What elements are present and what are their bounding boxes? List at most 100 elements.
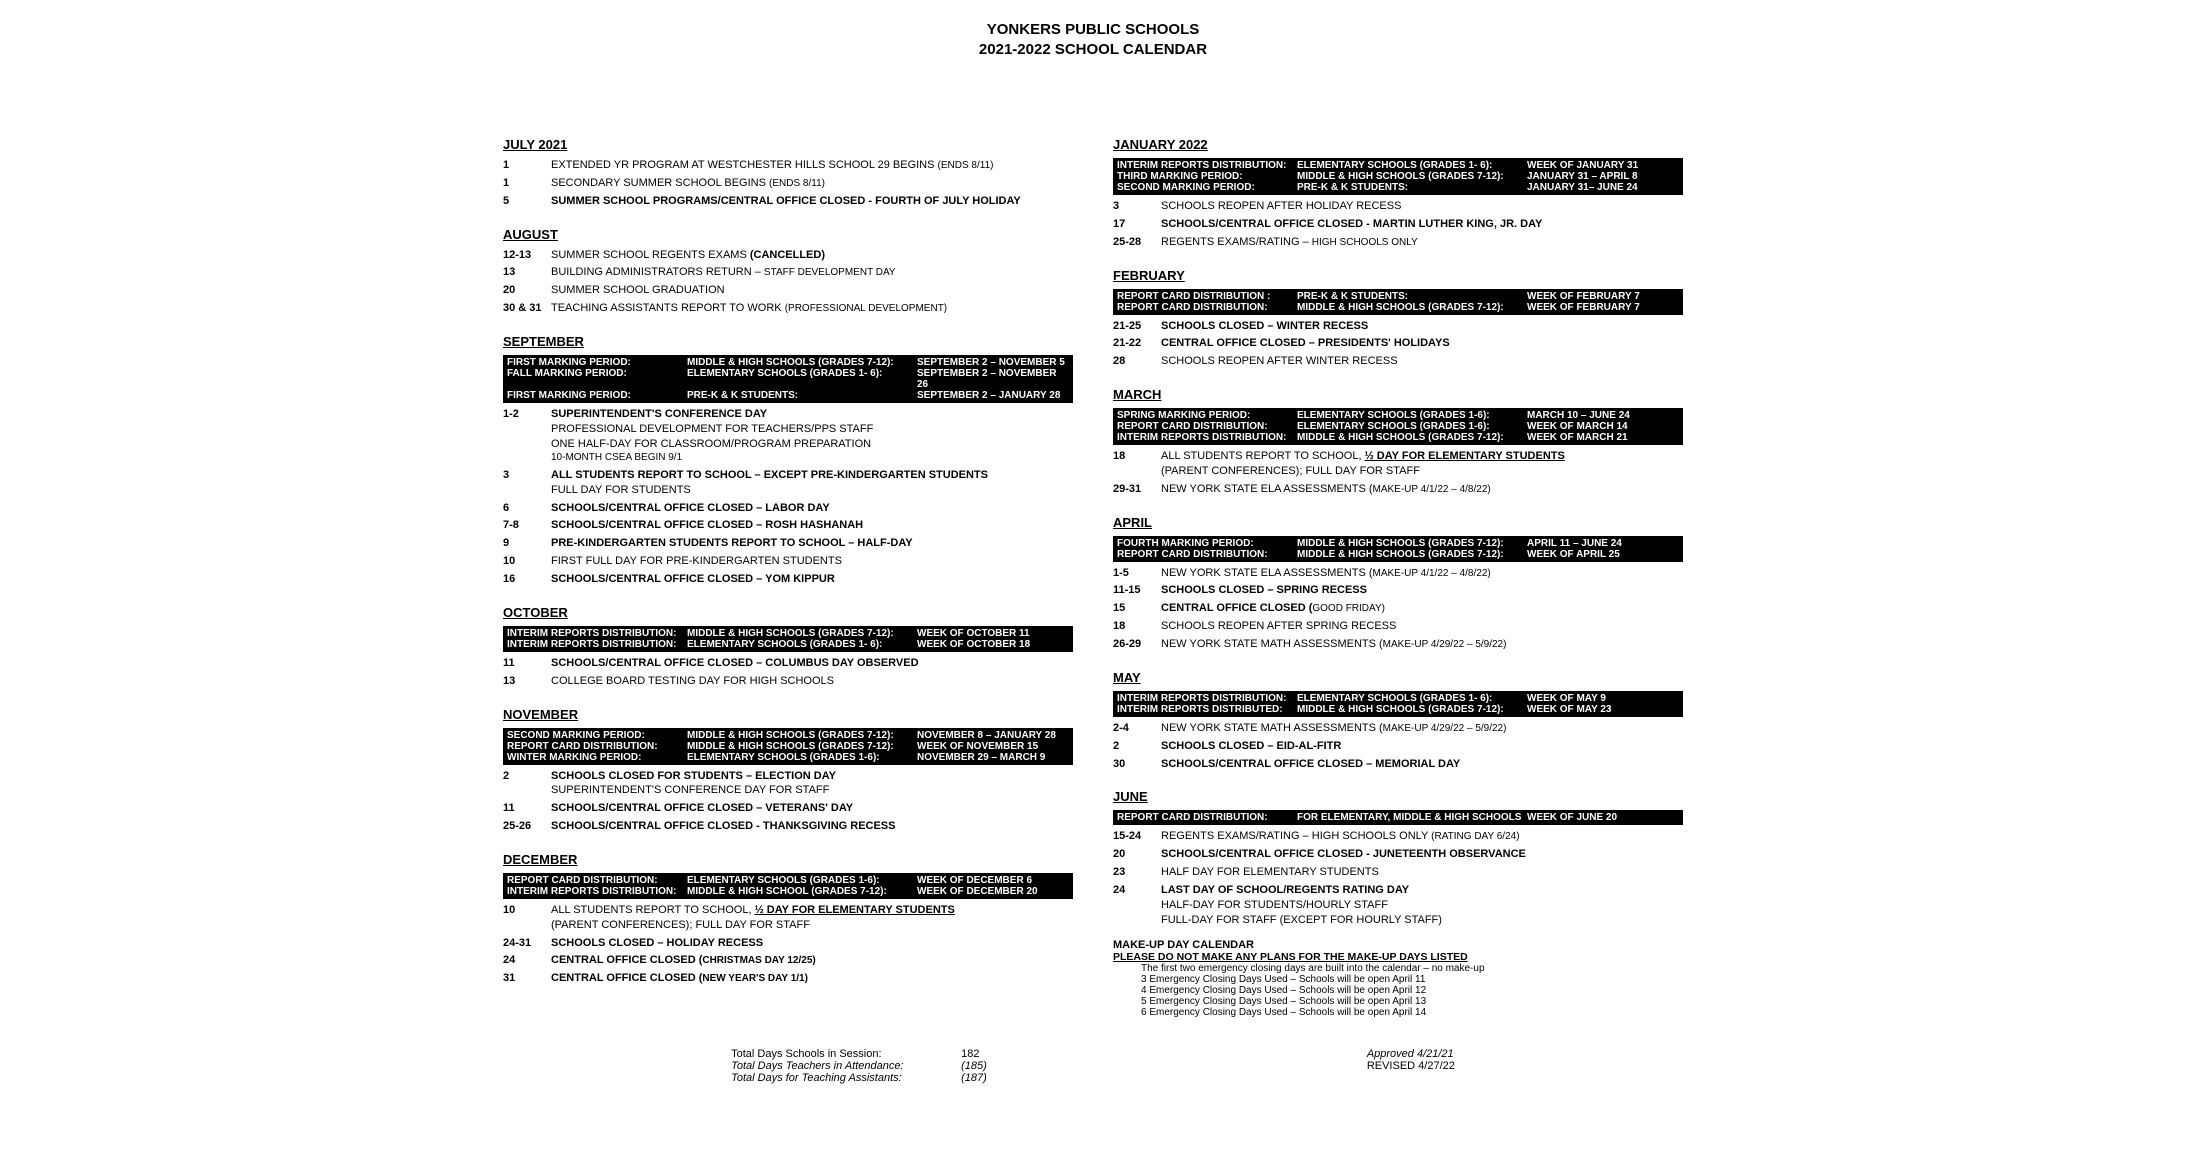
event-row: 2SCHOOLS CLOSED – EID-AL-FITR [1113,739,1683,754]
info-col-2: MIDDLE & HIGH SCHOOLS (GRADES 7-12): [687,628,917,639]
makeup-block: MAKE-UP DAY CALENDARPLEASE DO NOT MAKE A… [1113,939,1683,1018]
event-text: HALF DAY FOR ELEMENTARY STUDENTS [1161,865,1683,880]
event-date: 18 [1113,619,1161,634]
info-bar: INTERIM REPORTS DISTRIBUTION:MIDDLE & HI… [503,626,1073,652]
info-row: REPORT CARD DISTRIBUTION:MIDDLE & HIGH S… [1117,549,1679,560]
info-col-1: REPORT CARD DISTRIBUTION: [507,875,687,886]
info-row: REPORT CARD DISTRIBUTION:ELEMENTARY SCHO… [1117,421,1679,432]
left-column: JULY 20211EXTENDED YR PROGRAM AT WESTCHE… [503,119,1073,1018]
event-date: 20 [503,283,551,298]
event-part: SCHOOLS REOPEN AFTER SPRING RECESS [1161,620,1396,632]
event-date: 31 [503,971,551,986]
event-row: 6SCHOOLS/CENTRAL OFFICE CLOSED – LABOR D… [503,501,1073,516]
footer-label: Total Days Schools in Session: [731,1048,961,1060]
event-row: 20SUMMER SCHOOL GRADUATION [503,283,1073,298]
info-row: INTERIM REPORTS DISTRIBUTION:MIDDLE & HI… [507,886,1069,897]
info-col-3: WEEK OF MARCH 21 [1527,432,1679,443]
event-part: STAFF DEVELOPMENT DAY [764,267,896,278]
info-row: INTERIM REPORTS DISTRIBUTION:ELEMENTARY … [1117,160,1679,171]
info-col-1: INTERIM REPORTS DISTRIBUTION: [1117,432,1297,443]
event-part: ½ DAY FOR ELEMENTARY STUDENTS [755,904,955,916]
footer: Total Days Schools in Session:182Total D… [0,1048,2186,1084]
info-bar: FOURTH MARKING PERIOD:MIDDLE & HIGH SCHO… [1113,536,1683,562]
month-title: JULY 2021 [503,137,1073,152]
info-col-3: JANUARY 31 – APRIL 8 [1527,171,1679,182]
info-col-3: JANUARY 31– JUNE 24 [1527,182,1679,193]
header-line-1: YONKERS PUBLIC SCHOOLS [0,20,2186,40]
event-date: 30 [1113,757,1161,772]
makeup-title: MAKE-UP DAY CALENDAR [1113,939,1683,951]
footer-total-row: Total Days Schools in Session:182 [731,1048,987,1060]
event-part: FIRST FULL DAY FOR PRE-KINDERGARTEN STUD… [551,555,842,567]
event-part: (RATING DAY 6/24) [1431,831,1519,842]
info-col-3: WEEK OF MAY 9 [1527,693,1679,704]
event-date: 10 [503,554,551,569]
event-part: SCHOOLS/CENTRAL OFFICE CLOSED – MEMORIAL… [1161,758,1460,770]
event-date: 9 [503,536,551,551]
info-row: FIRST MARKING PERIOD:PRE-K & K STUDENTS:… [507,390,1069,401]
event-part: ½ DAY FOR ELEMENTARY STUDENTS [1365,450,1565,462]
info-row: INTERIM REPORTS DISTRIBUTION:ELEMENTARY … [507,639,1069,650]
event-text: SCHOOLS/CENTRAL OFFICE CLOSED - MARTIN L… [1161,217,1683,232]
event-part: ALL STUDENTS REPORT TO SCHOOL, [551,904,755,916]
event-part: SUMMER SCHOOL GRADUATION [551,284,725,296]
event-part: ONE HALF-DAY FOR CLASSROOM/PROGRAM PREPA… [551,437,1073,452]
event-text: CENTRAL OFFICE CLOSED – PRESIDENTS' HOLI… [1161,336,1683,351]
footer-totals: Total Days Schools in Session:182Total D… [731,1048,987,1084]
event-row: 23HALF DAY FOR ELEMENTARY STUDENTS [1113,865,1683,880]
event-text: SUMMER SCHOOL GRADUATION [551,283,1073,298]
info-col-2: MIDDLE & HIGH SCHOOLS (GRADES 7-12): [1297,171,1527,182]
event-part: PROFESSIONAL DEVELOPMENT FOR TEACHERS/PP… [551,422,1073,437]
event-row: 11SCHOOLS/CENTRAL OFFICE CLOSED – COLUMB… [503,656,1073,671]
event-part: SCHOOLS CLOSED – SPRING RECESS [1161,584,1367,596]
event-row: 26-29NEW YORK STATE MATH ASSESSMENTS (MA… [1113,637,1683,652]
event-row: 12-13SUMMER SCHOOL REGENTS EXAMS (CANCEL… [503,248,1073,263]
event-text: SCHOOLS REOPEN AFTER WINTER RECESS [1161,354,1683,369]
event-part: 10-MONTH CSEA BEGIN 9/1 [551,451,1073,465]
footer-total-row: Total Days for Teaching Assistants:(187) [731,1072,987,1084]
info-row: REPORT CARD DISTRIBUTION:MIDDLE & HIGH S… [507,741,1069,752]
event-part: SCHOOLS/CENTRAL OFFICE CLOSED – COLUMBUS… [551,657,919,669]
info-col-3: WEEK OF DECEMBER 6 [917,875,1069,886]
info-row: REPORT CARD DISTRIBUTION:ELEMENTARY SCHO… [507,875,1069,886]
makeup-line: 3 Emergency Closing Days Used – Schools … [1113,974,1683,985]
event-part: MAKE-UP 4/1/22 – 4/8/22) [1373,484,1491,495]
event-row: 3ALL STUDENTS REPORT TO SCHOOL – EXCEPT … [503,468,1073,498]
event-date: 1-5 [1113,566,1161,581]
event-date: 15-24 [1113,829,1161,844]
event-text: SCHOOLS CLOSED – SPRING RECESS [1161,583,1683,598]
event-part: SCHOOLS REOPEN AFTER WINTER RECESS [1161,355,1398,367]
event-part: CHRISTMAS DAY 12/25) [702,955,815,966]
info-col-3: WEEK OF MAY 23 [1527,704,1679,715]
event-date: 29-31 [1113,482,1161,497]
event-part: SCHOOLS/CENTRAL OFFICE CLOSED – ROSH HAS… [551,519,863,531]
header-line-2: 2021-2022 SCHOOL CALENDAR [0,40,2186,60]
month-title: DECEMBER [503,852,1073,867]
event-part: ALL STUDENTS REPORT TO SCHOOL – EXCEPT P… [551,469,988,481]
info-col-2: ELEMENTARY SCHOOLS (GRADES 1-6): [1297,410,1527,421]
info-col-1: THIRD MARKING PERIOD: [1117,171,1297,182]
info-col-2: MIDDLE & HIGH SCHOOLS (GRADES 7-12): [687,357,917,368]
event-date: 30 & 31 [503,301,551,316]
event-part: TEACHING ASSISTANTS REPORT TO WORK [551,302,785,314]
event-text: LAST DAY OF SCHOOL/REGENTS RATING DAYHAL… [1161,883,1683,928]
event-row: 15-24REGENTS EXAMS/RATING – HIGH SCHOOLS… [1113,829,1683,844]
event-text: ALL STUDENTS REPORT TO SCHOOL, ½ DAY FOR… [1161,449,1683,479]
info-col-3: SEPTEMBER 2 – JANUARY 28 [917,390,1069,401]
event-date: 1-2 [503,407,551,465]
footer-approval-line: REVISED 4/27/22 [1367,1060,1455,1072]
event-date: 11 [503,656,551,671]
event-date: 21-22 [1113,336,1161,351]
event-text: SCHOOLS REOPEN AFTER HOLIDAY RECESS [1161,199,1683,214]
event-text: SCHOOLS CLOSED – EID-AL-FITR [1161,739,1683,754]
info-col-3: SEPTEMBER 2 – NOVEMBER 5 [917,357,1069,368]
info-col-3: WEEK OF OCTOBER 11 [917,628,1069,639]
event-text: REGENTS EXAMS/RATING – HIGH SCHOOLS ONLY… [1161,829,1683,844]
page-header: YONKERS PUBLIC SCHOOLS 2021-2022 SCHOOL … [0,20,2186,59]
event-part: CENTRAL OFFICE CLOSED ( [551,972,702,984]
event-date: 6 [503,501,551,516]
event-part: SCHOOLS/CENTRAL OFFICE CLOSED - MARTIN L… [1161,218,1542,230]
footer-approval: Approved 4/21/21REVISED 4/27/22 [1367,1048,1455,1084]
info-row: SECOND MARKING PERIOD:PRE-K & K STUDENTS… [1117,182,1679,193]
event-part: FULL-DAY FOR STAFF (EXCEPT FOR HOURLY ST… [1161,913,1683,928]
